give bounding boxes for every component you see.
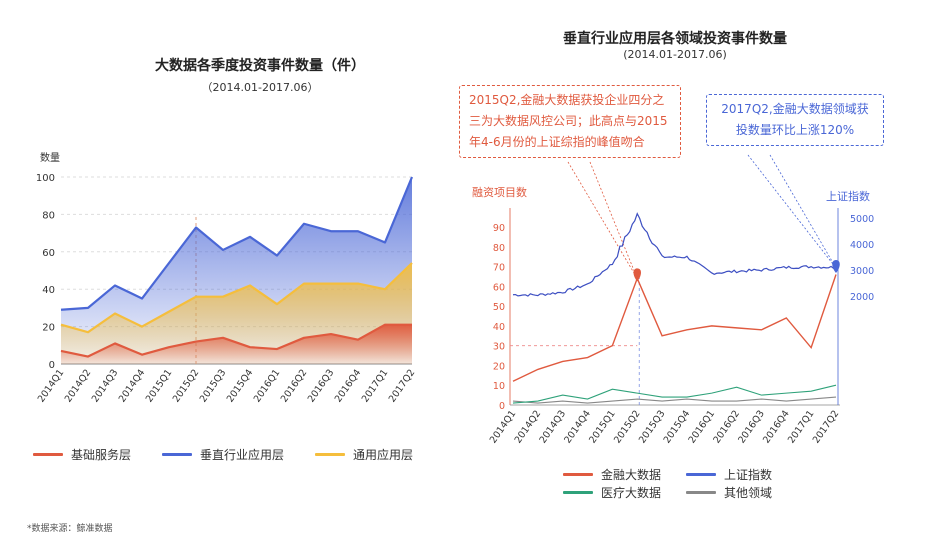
right-chart-ylabel: 融资项目数 (472, 186, 527, 199)
left-ytick-label: 60 (42, 248, 55, 259)
legend-label-shindex: 上证指数 (724, 468, 773, 482)
left-ytick-label: 100 (36, 173, 55, 184)
peak-marker-2015q2 (633, 268, 641, 282)
right-ytick-label: 30 (493, 342, 505, 353)
callout-2017q2: 2017Q2,金融大数据领域获投数量环比上涨120% (706, 94, 884, 146)
legend-item-basic: 基础服务层 (33, 446, 131, 463)
left-xtick-label: 2017Q1 (360, 367, 391, 404)
left-ytick-label: 40 (42, 285, 55, 296)
series-line-shindex (512, 212, 837, 297)
callout-connector (589, 161, 638, 279)
left-xtick-label: 2014Q3 (90, 367, 121, 404)
left-xtick-label: 2015Q2 (171, 367, 202, 404)
left-chart-subtitle: （2014.01-2017.06） (201, 81, 319, 94)
right-ytick-label: 70 (493, 263, 505, 274)
left-xtick-label: 2016Q1 (252, 367, 283, 404)
right-ytick-label: 0 (499, 401, 505, 412)
series-line-1 (512, 384, 837, 404)
right-y2tick-label: 5000 (850, 214, 874, 225)
legend-item-general: 通用应用层 (315, 446, 413, 463)
right-y2tick-label: 4000 (850, 240, 874, 251)
left-ytick-label: 0 (49, 360, 55, 371)
left-xtick-label: 2016Q3 (306, 367, 337, 404)
left-xtick-label: 2014Q2 (63, 367, 94, 404)
right-ytick-label: 60 (493, 282, 505, 293)
legend-swatch-other (686, 491, 716, 494)
left-chart-title: 大数据各季度投资事件数量（件） (155, 58, 365, 74)
right-ytick-label: 90 (493, 223, 505, 234)
series-line-1 (60, 176, 414, 311)
left-xtick-label: 2015Q1 (144, 367, 175, 404)
area-fill-0 (61, 324, 412, 364)
left-chart-ylabel: 数量 (40, 153, 60, 164)
right-ytick-label: 10 (493, 381, 505, 392)
series-line-0 (512, 274, 837, 382)
left-ytick-label: 20 (42, 323, 55, 334)
series-line-2 (60, 262, 413, 334)
legend-item-medical: 医疗大数据 (563, 484, 661, 501)
left-ytick-label: 80 (42, 210, 55, 221)
right-chart-title: 垂直行业应用层各领域投资事件数量 (563, 31, 787, 47)
left-xtick-label: 2014Q1 (36, 367, 67, 404)
left-xtick-label: 2015Q4 (225, 367, 256, 404)
legend-swatch-general (315, 453, 345, 456)
left-xtick-label: 2017Q2 (387, 367, 418, 404)
right-y2tick-label: 2000 (850, 292, 874, 303)
left-xtick-label: 2016Q4 (333, 367, 364, 404)
legend-label-finance: 金融大数据 (601, 468, 662, 482)
right-chart-y2label: 上证指数 (826, 190, 870, 203)
left-xtick-label: 2014Q4 (117, 367, 148, 404)
right-ytick-label: 50 (493, 302, 505, 313)
right-y2tick-label: 3000 (850, 266, 874, 277)
legend-item-shindex: 上证指数 (686, 466, 772, 483)
legend-label-basic: 基础服务层 (71, 448, 132, 462)
legend-swatch-medical (563, 491, 593, 494)
right-chart-subtitle: (2014.01-2017.06) (623, 48, 727, 61)
legend-swatch-vertical (162, 453, 192, 456)
legend-item-finance: 金融大数据 (563, 466, 661, 483)
legend-swatch-shindex (686, 473, 716, 476)
legend-swatch-finance (563, 473, 593, 476)
callout-connector (747, 154, 837, 269)
legend-label-other: 其他领域 (724, 486, 773, 500)
right-ytick-label: 80 (493, 243, 505, 254)
legend-item-vertical: 垂直行业应用层 (162, 446, 284, 463)
series-line-0 (60, 323, 412, 358)
callout-connector (769, 154, 837, 269)
legend-label-medical: 医疗大数据 (601, 486, 662, 500)
legend-item-other: 其他领域 (686, 484, 772, 501)
legend-swatch-basic (33, 453, 63, 456)
legend-label-vertical: 垂直行业应用层 (200, 448, 285, 462)
callout-2015q2: 2015Q2,金融大数据获投企业四分之三为大数据风控公司；此高点与2015年4-… (459, 85, 681, 158)
legend-label-general: 通用应用层 (353, 448, 414, 462)
left-xtick-label: 2015Q3 (198, 367, 229, 404)
right-ytick-label: 40 (493, 322, 505, 333)
series-line-2 (512, 396, 837, 404)
source-note: *数据来源：鲸准数据 (27, 524, 113, 534)
callout-connector (567, 161, 638, 279)
peak-marker-2017q2 (832, 260, 840, 273)
left-xtick-label: 2016Q2 (279, 367, 310, 404)
right-ytick-label: 20 (493, 361, 505, 372)
